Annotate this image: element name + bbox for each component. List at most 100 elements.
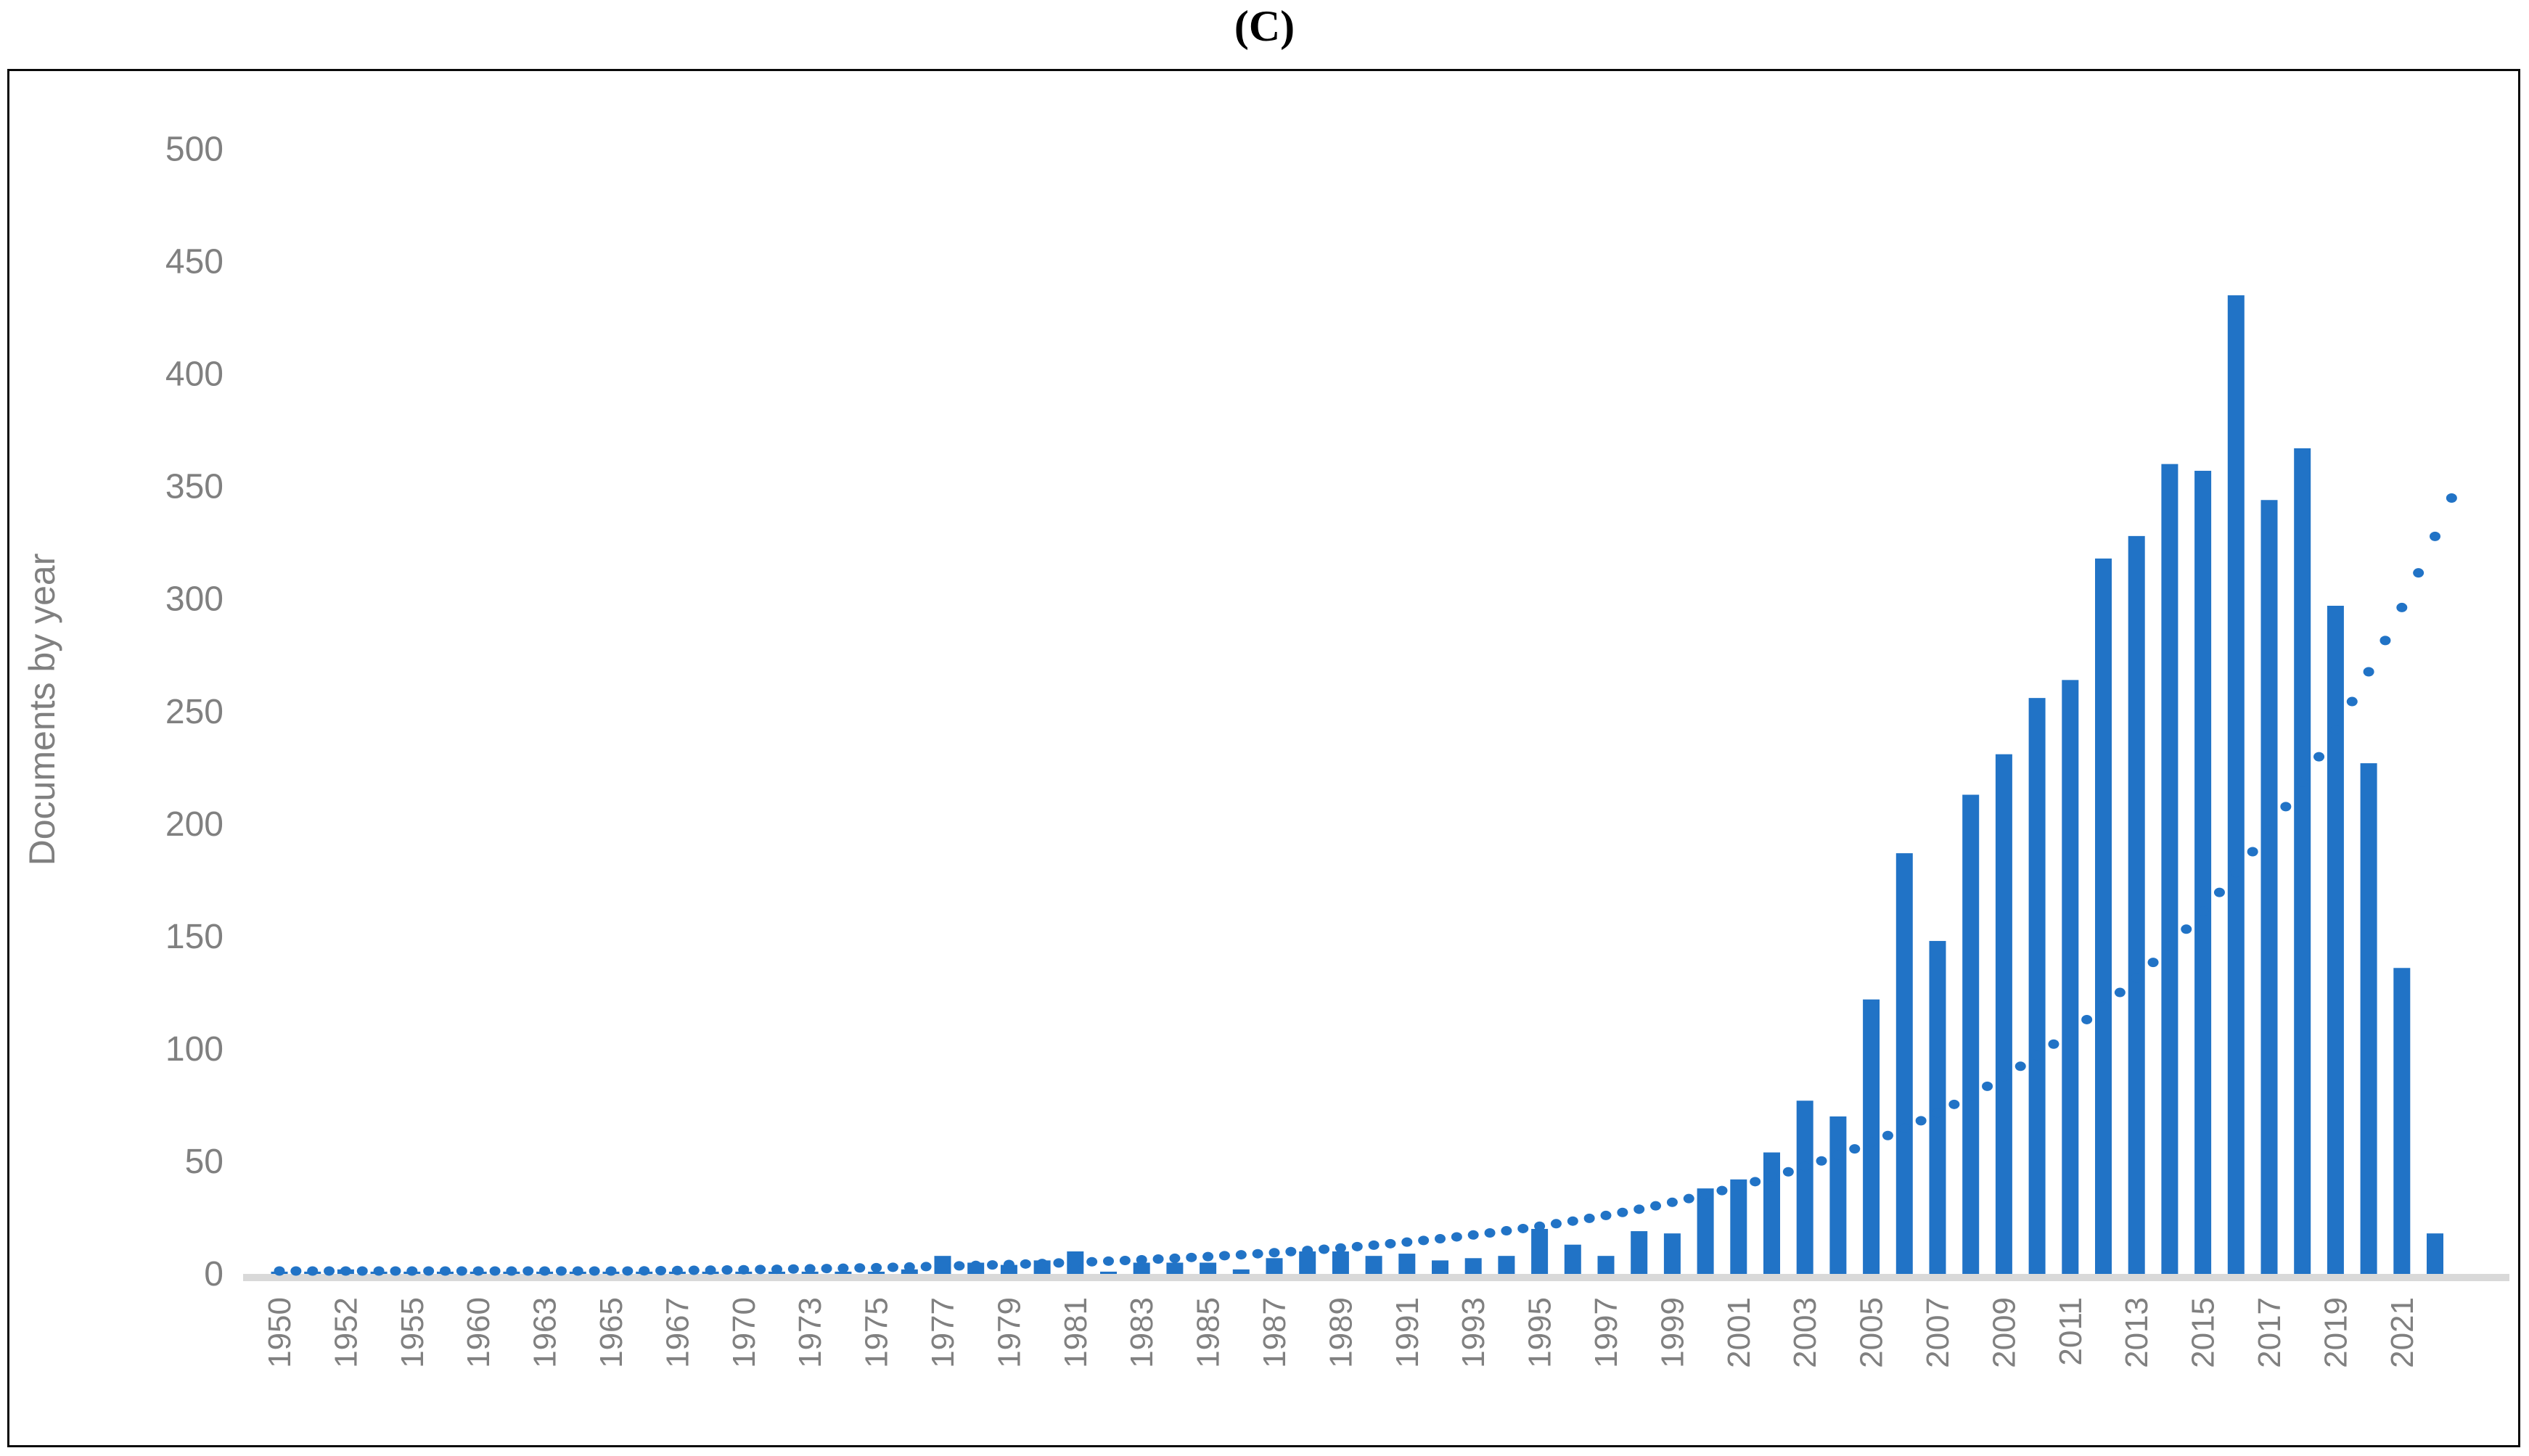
trend-dot [1268, 1248, 1280, 1258]
trend-dot [1003, 1259, 1015, 1270]
bar [1232, 1269, 1250, 1274]
y-tick-label: 250 [165, 693, 224, 731]
trend-dot [1252, 1249, 1263, 1259]
trend-dot [639, 1266, 650, 1276]
trend-dot [655, 1266, 667, 1276]
trend-dot [1202, 1251, 1214, 1262]
trend-dot [1982, 1081, 1993, 1091]
bar [1299, 1251, 1316, 1274]
trend-dot [1036, 1259, 1048, 1269]
bar [1564, 1244, 1581, 1274]
trend-dot [1534, 1221, 1546, 1231]
trend-dot [1567, 1216, 1578, 1226]
y-tick-label: 0 [204, 1255, 224, 1293]
y-tick-label: 100 [165, 1030, 224, 1069]
trend-dot [1832, 1150, 1844, 1160]
bar [2194, 470, 2212, 1274]
trend-dot [2396, 602, 2408, 612]
trend-dot [1285, 1246, 1297, 1256]
trend-dot [2197, 906, 2209, 916]
trend-dot [1766, 1172, 1777, 1182]
bar [2327, 606, 2344, 1274]
bar [1631, 1231, 1648, 1274]
trend-dot [2014, 1061, 2026, 1072]
bar [1365, 1256, 1382, 1274]
trend-dot [1898, 1123, 1910, 1133]
x-tick-label: 1950 [262, 1297, 298, 1368]
trend-dot [2263, 825, 2275, 835]
trend-dot [1418, 1235, 1430, 1246]
x-tick-label: 1977 [925, 1297, 961, 1368]
x-tick-label: 1999 [1655, 1297, 1690, 1368]
documents-by-year-chart: 0 50 100 150 200 250 300 350 400 450 500 Documents … [22, 131, 2509, 1368]
trend-dot [821, 1264, 832, 1274]
trend-dot [1335, 1243, 1346, 1253]
trend-dot [2230, 868, 2242, 878]
bar [1829, 1116, 1847, 1274]
bar [2393, 968, 2411, 1274]
x-tick-label: 1975 [859, 1297, 895, 1368]
trend-dot [1816, 1156, 1827, 1166]
trend-dot [2247, 847, 2258, 857]
trend-dot [1750, 1177, 1761, 1187]
trend-dot [1501, 1226, 1512, 1236]
trend-dot [572, 1266, 583, 1276]
trend-dot [1070, 1257, 1081, 1267]
trend-dot [787, 1264, 799, 1274]
bar [1133, 1262, 1150, 1274]
trend-dot [937, 1261, 948, 1271]
trend-dot [1235, 1250, 1247, 1260]
trend-dot [423, 1266, 435, 1276]
bar [1763, 1152, 1780, 1274]
trend-dot [506, 1266, 517, 1276]
trend-dot [1700, 1190, 1711, 1200]
trend-dot [1733, 1181, 1745, 1191]
x-tick-label: 1970 [726, 1297, 762, 1368]
bar [2062, 680, 2079, 1274]
trend-dot [406, 1266, 418, 1276]
chart-frame: 0 50 100 150 200 250 300 350 400 450 500 Documents … [7, 69, 2520, 1447]
trend-dot [2131, 973, 2142, 983]
trend-dot [2031, 1050, 2043, 1061]
x-tick-label: 1955 [395, 1297, 430, 1368]
bar [1398, 1254, 1416, 1274]
bar [2260, 500, 2278, 1274]
figure-panel-label: (C) [1234, 2, 1295, 50]
trend-dot [2147, 958, 2159, 968]
bar [1895, 853, 1913, 1274]
trend-dot [671, 1265, 683, 1275]
bar [1995, 754, 2012, 1274]
trend-dot [555, 1266, 567, 1276]
x-tick-label: 2005 [1854, 1297, 1890, 1368]
trend-dot [1600, 1210, 1612, 1220]
trend-dot [2213, 887, 2225, 897]
bar [2028, 698, 2046, 1274]
trend-dot [2048, 1039, 2059, 1049]
trend-dot [390, 1266, 401, 1276]
trend-dot [2280, 802, 2292, 812]
bar [1730, 1179, 1747, 1274]
trend-dot [1401, 1237, 1413, 1247]
x-tick-label: 2021 [2385, 1297, 2420, 1368]
x-tick-label: 2013 [2119, 1297, 2155, 1368]
trend-dot [854, 1263, 866, 1273]
trend-dot [837, 1263, 849, 1273]
bar [2095, 558, 2112, 1274]
trend-dot [522, 1266, 534, 1276]
x-tick-label: 2017 [2252, 1297, 2287, 1368]
trend-dot [1683, 1193, 1694, 1204]
trend-dot [1849, 1144, 1861, 1154]
bar [1929, 941, 1946, 1274]
x-tick-label: 1987 [1257, 1297, 1292, 1368]
trend-dot [2363, 667, 2374, 677]
trend-dot [1319, 1244, 1330, 1254]
trend-dot [1103, 1256, 1114, 1266]
x-tick-label: 2011 [2053, 1297, 2089, 1366]
trend-dot [356, 1266, 368, 1276]
bar [1697, 1188, 1714, 1274]
trend-dot [1583, 1213, 1595, 1223]
trend-dot [2114, 987, 2126, 998]
y-tick-label: 500 [165, 131, 224, 169]
trend-dot [1650, 1201, 1662, 1211]
